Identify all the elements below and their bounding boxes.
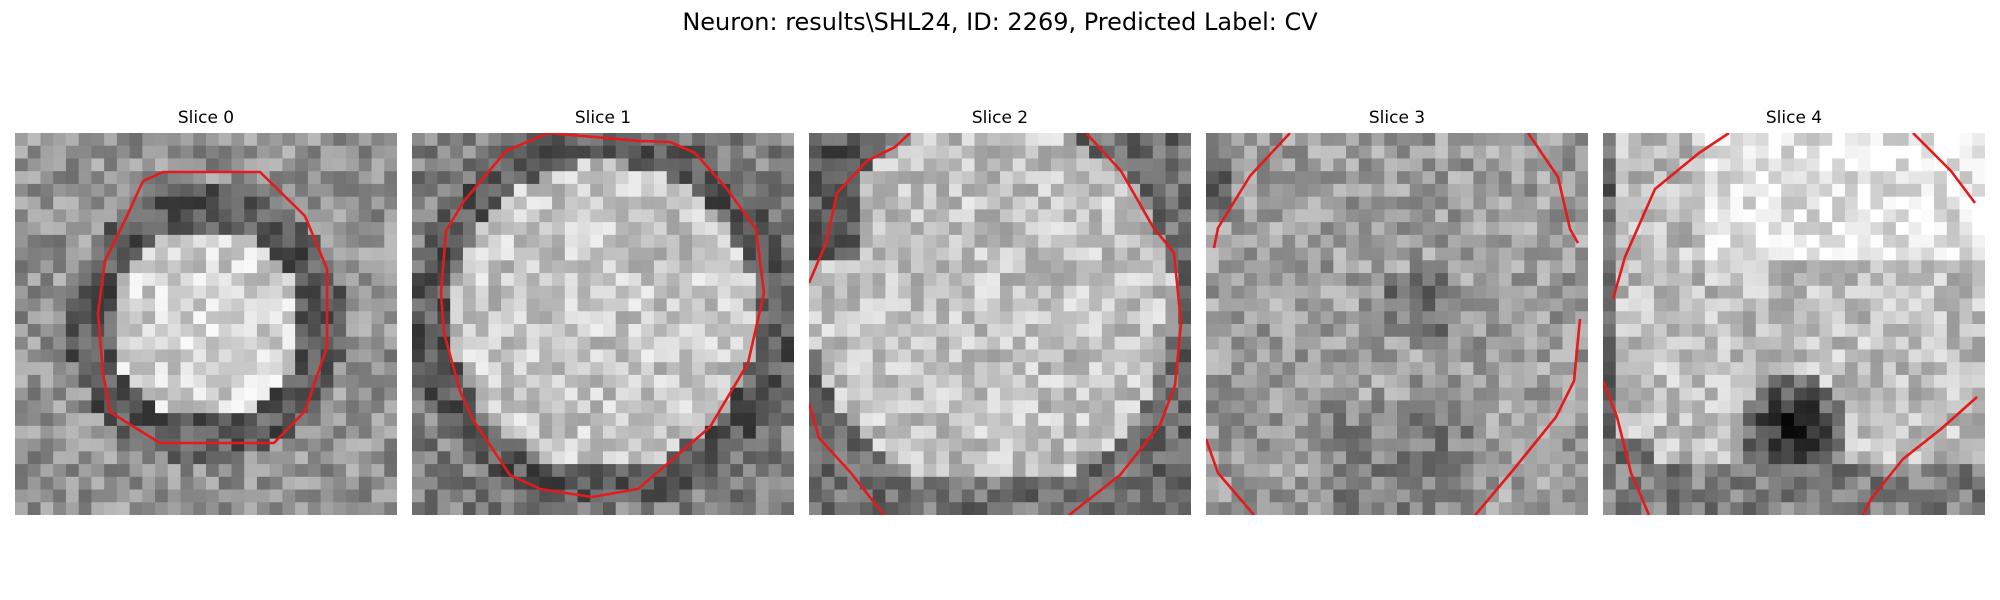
contour-line (1861, 396, 1978, 515)
pixel-grid (412, 133, 794, 515)
contour-line (96, 170, 329, 445)
slice-1-image (412, 133, 794, 515)
contour-line (1067, 133, 1183, 515)
slice-0-title: Slice 0 (177, 108, 235, 128)
contour-line (1526, 133, 1580, 244)
slice-2-image (809, 133, 1191, 515)
slice-0-image (15, 133, 397, 515)
contour-line (439, 133, 766, 499)
contour-line (1212, 133, 1291, 249)
pixel-grid (809, 133, 1191, 515)
slice-4-image (1603, 133, 1985, 515)
contour-line (1206, 438, 1255, 515)
pixel-grid (1603, 133, 1985, 515)
figure-title: Neuron: results\SHL24, ID: 2269, Predict… (682, 8, 1318, 36)
contour-line (1473, 318, 1582, 515)
slice-4-title: Slice 4 (1765, 108, 1823, 128)
pixel-grid (15, 133, 397, 515)
slice-1-title: Slice 1 (574, 108, 632, 128)
slice-3-image (1206, 133, 1588, 515)
contour-line (1611, 133, 1730, 300)
contour-line (809, 133, 911, 284)
slice-3-title: Slice 3 (1368, 108, 1426, 128)
contour-line (809, 402, 886, 515)
slice-2-title: Slice 2 (971, 108, 1029, 128)
contour-line (1603, 380, 1651, 515)
contour-line (1912, 133, 1977, 204)
pixel-grid (1206, 133, 1588, 515)
